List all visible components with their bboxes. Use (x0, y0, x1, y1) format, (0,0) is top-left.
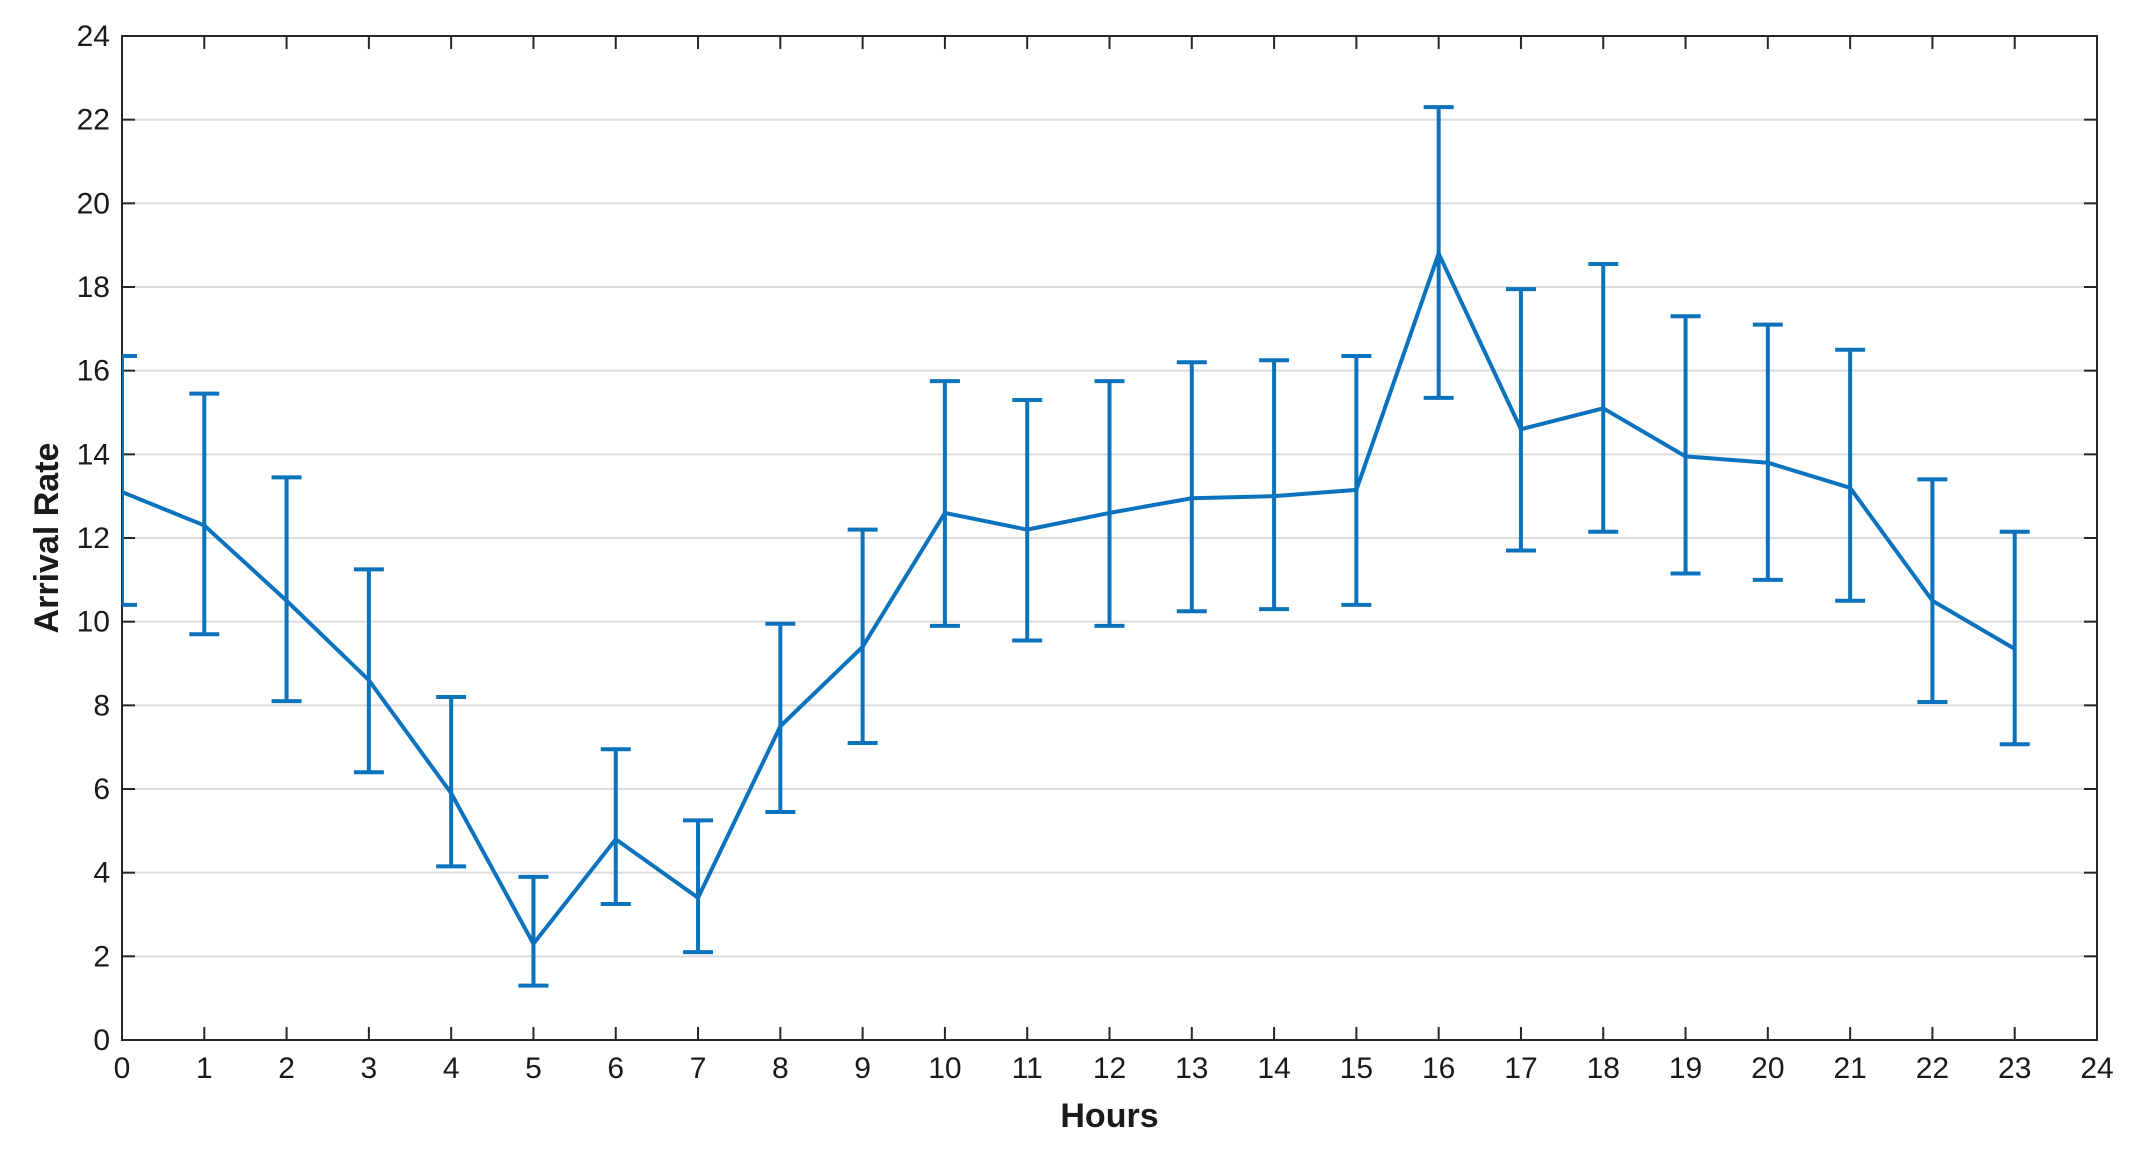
y-tick-label: 18 (77, 271, 110, 304)
y-tick-label: 12 (77, 522, 110, 555)
y-tick-label: 2 (93, 940, 110, 973)
x-tick-label: 13 (1175, 1052, 1208, 1085)
y-tick-label: 24 (77, 20, 110, 53)
x-tick-label: 5 (525, 1052, 542, 1085)
x-tick-label: 16 (1422, 1052, 1455, 1085)
x-tick-label: 2 (278, 1052, 295, 1085)
y-tick-label: 6 (93, 773, 110, 806)
ticks-layer: 0 1 2 3 4 5 6 7 8 9 10 11 12 13 14 15 16 17 18 19 20 21 22 23 24… (77, 20, 2114, 1085)
x-tick-label: 14 (1257, 1052, 1290, 1085)
x-tick-label: 18 (1587, 1052, 1620, 1085)
x-tick-label: 9 (854, 1052, 871, 1085)
x-tick-label: 23 (1998, 1052, 2031, 1085)
x-tick-label: 4 (443, 1052, 460, 1085)
x-tick-label: 15 (1340, 1052, 1373, 1085)
x-axis-title: Hours (1060, 1097, 1158, 1135)
y-tick-label: 4 (93, 857, 110, 890)
x-tick-label: 1 (196, 1052, 213, 1085)
x-tick-label: 20 (1751, 1052, 1784, 1085)
x-tick-label: 22 (1916, 1052, 1949, 1085)
x-tick-label: 11 (1012, 1052, 1043, 1085)
x-tick-label: 19 (1669, 1052, 1702, 1085)
x-tick-label: 7 (690, 1052, 707, 1085)
y-axis-title: Arrival Rate (28, 443, 66, 634)
series-line (122, 251, 2016, 946)
x-tick-label: 6 (607, 1052, 624, 1085)
x-tick-label: 0 (114, 1052, 131, 1085)
x-tick-label: 8 (772, 1052, 789, 1085)
x-tick-label: 10 (928, 1052, 961, 1085)
y-tick-label: 16 (77, 355, 110, 388)
x-tick-label: 17 (1504, 1052, 1537, 1085)
x-tick-label: 24 (2080, 1052, 2113, 1085)
y-tick-label: 14 (77, 438, 110, 471)
y-tick-label: 8 (93, 689, 110, 722)
y-tick-label: 10 (77, 606, 110, 639)
series-layer (122, 105, 2030, 988)
y-tick-label: 20 (77, 187, 110, 220)
x-tick-label: 3 (361, 1052, 378, 1085)
y-tick-label: 22 (77, 104, 110, 137)
y-tick-label: 0 (93, 1024, 110, 1057)
x-tick-label: 21 (1833, 1052, 1866, 1085)
x-tick-label: 12 (1093, 1052, 1126, 1085)
